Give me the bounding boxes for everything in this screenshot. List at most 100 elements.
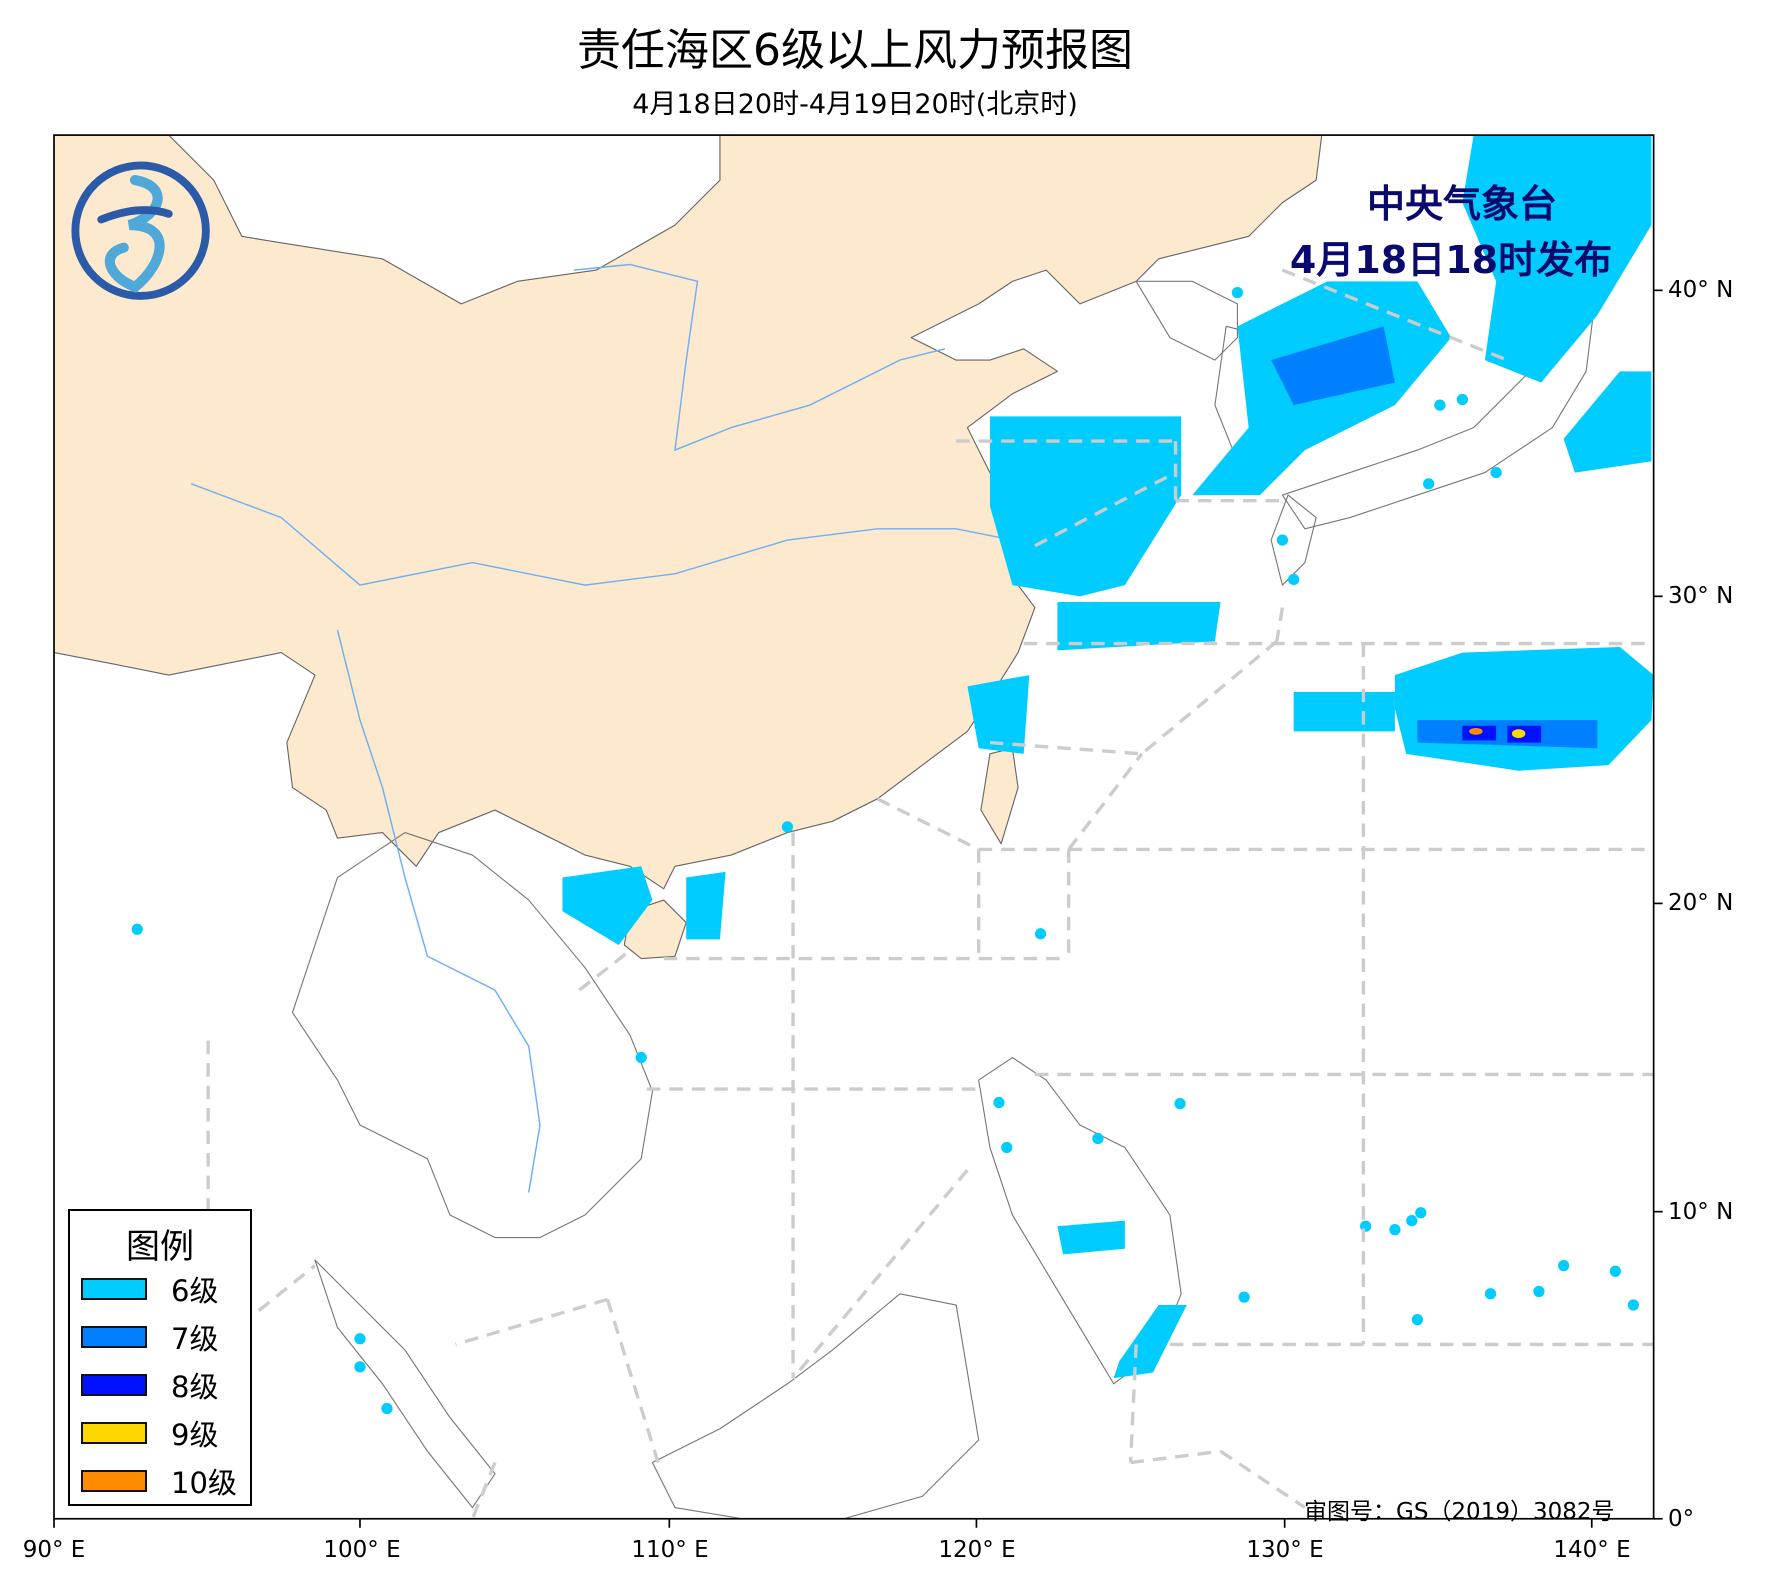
legend-item-6: 6级 (70, 1265, 250, 1313)
wind-spot (1092, 1132, 1104, 1145)
wind-spot (131, 923, 143, 935)
wind-area (1394, 646, 1654, 771)
axis-ticks (53, 289, 1663, 1528)
x-tick-label: 90° E (22, 1537, 86, 1563)
wind-spot (381, 1402, 393, 1415)
wind-spot (1288, 573, 1300, 586)
legend-item-7: 7级 (70, 1313, 250, 1361)
legend-swatch (81, 1422, 147, 1444)
wind-spot (1411, 1314, 1424, 1326)
wind-area (1057, 601, 1221, 651)
land-outline (651, 1293, 980, 1519)
wind-spot (993, 1096, 1005, 1109)
wind-area (1113, 1305, 1187, 1379)
wind-area (967, 675, 1030, 754)
taiwan-island (980, 747, 1019, 845)
issuer-name: 中央气象台 (1366, 182, 1557, 226)
legend-swatch (81, 1326, 147, 1348)
sea-area-boundary (257, 1264, 317, 1312)
wind-spot (1389, 1224, 1401, 1236)
x-tick-label: 140° E (1553, 1537, 1631, 1563)
x-tick-label: 130° E (1246, 1537, 1324, 1563)
wind-spot (1338, 298, 1350, 310)
sea-area-boundary (1128, 1344, 1138, 1463)
y-tick-label: 0° (1668, 1506, 1695, 1532)
wind-spot (1406, 1215, 1418, 1227)
map-frame (53, 134, 1655, 1520)
wind-area (1293, 691, 1395, 732)
sea-area-boundary (1067, 752, 1144, 851)
river (190, 483, 1013, 586)
legend-title: 图例 (126, 1227, 194, 1267)
sea-area-boundary (470, 1461, 497, 1519)
wind-spot (1456, 393, 1469, 406)
land-outline (1135, 280, 1238, 361)
sea-area-boundaries (206, 268, 1654, 1519)
y-tick-label: 40° N (1668, 277, 1734, 303)
legend-swatch (81, 1278, 147, 1300)
wind-spot (1609, 1265, 1622, 1277)
wind-spot (1434, 399, 1446, 411)
legend-item-8: 8级 (70, 1361, 250, 1409)
y-tick-label: 10° N (1668, 1199, 1734, 1225)
wind-spot (781, 821, 794, 833)
land-outline (291, 831, 654, 1239)
x-tick-label: 100° E (323, 1537, 401, 1563)
sea-area-boundary (1130, 1449, 1221, 1465)
legend-swatch (81, 1470, 147, 1492)
sea-area-boundary (791, 1168, 969, 1380)
legend-swatch (81, 1374, 147, 1396)
map-title: 责任海区6级以上风力预报图 (577, 25, 1133, 76)
sea-area-boundary (1281, 268, 1509, 362)
sea-area-boundary (989, 740, 1142, 756)
wind-spot (1533, 1285, 1545, 1298)
sea-area-boundary (1034, 471, 1177, 548)
wind-area (562, 866, 653, 946)
cma-logo-icon (71, 161, 210, 300)
wind-area (1057, 1220, 1125, 1255)
sea-area-boundary (876, 797, 980, 851)
sea-area-boundary (1140, 640, 1278, 756)
wind-spot (1423, 478, 1435, 490)
legend-item-10: 10级 (70, 1457, 250, 1505)
map-approval-number: 审图号：GS（2019）3082号 (1304, 1499, 1615, 1525)
sea-area-boundary (578, 949, 631, 992)
river (573, 263, 946, 452)
wind-spot (1490, 466, 1502, 479)
legend: 图例 6级 7级 8级 9级 10级 (68, 1209, 252, 1506)
land-outline (314, 1259, 496, 1509)
sea-area-boundary (1219, 1449, 1306, 1509)
wind-spot (354, 1333, 366, 1345)
legend-item-9: 9级 (70, 1409, 250, 1457)
wind-spot (1034, 928, 1047, 940)
wind-spot (635, 1051, 647, 1064)
wind-spot (1484, 1288, 1497, 1300)
wind-area (1462, 135, 1652, 383)
y-tick-label: 20° N (1668, 890, 1734, 916)
sea-area-boundary (605, 1298, 660, 1464)
wind-spot (1174, 1098, 1186, 1110)
wind-spot (1558, 1260, 1570, 1272)
wind-area (686, 871, 726, 940)
land-outline (1281, 280, 1598, 530)
y-tick-label: 30° N (1668, 583, 1734, 609)
wind-spot (1276, 534, 1289, 546)
issue-time: 4月18日18时发布 (1289, 238, 1613, 282)
x-tick-label: 120° E (938, 1537, 1016, 1563)
sea-area-boundary (1275, 607, 1285, 642)
wind-spot (354, 1361, 366, 1373)
wind-area (1271, 326, 1395, 406)
wind-spot (1001, 1141, 1013, 1154)
wind-spot (1415, 1207, 1427, 1219)
wind-spot (1238, 1291, 1250, 1303)
river (336, 629, 541, 1193)
wind-area (1563, 371, 1652, 473)
wind-area-10 (1469, 727, 1483, 735)
wind-area (989, 416, 1182, 597)
wind-areas-layer (131, 135, 1654, 1415)
forecast-period: 4月18日20时-4月19日20时(北京时) (632, 89, 1078, 120)
x-tick-label: 110° E (631, 1537, 709, 1563)
sea-area-boundary (455, 1297, 608, 1347)
wind-spot (1231, 286, 1244, 299)
